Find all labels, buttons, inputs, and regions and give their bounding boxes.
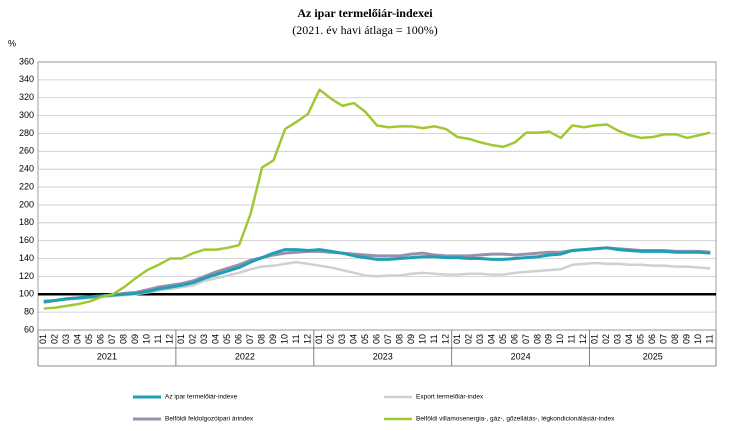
x-group-label: 2023	[373, 351, 393, 361]
series-line	[43, 246, 711, 303]
x-tick-label: 07	[107, 334, 117, 344]
x-tick-label: 06	[233, 334, 243, 344]
x-tick-label: 06	[647, 334, 657, 344]
x-tick-label: 11	[705, 334, 715, 343]
x-group-label: 2021	[97, 351, 117, 361]
y-tick-label: 140	[19, 253, 34, 263]
x-tick-label: 08	[256, 334, 266, 344]
x-tick-label: 03	[337, 334, 347, 344]
x-tick-label: 08	[670, 334, 680, 344]
x-tick-label: 11	[153, 334, 163, 343]
x-tick-label: 11	[429, 334, 439, 343]
x-tick-label: 08	[394, 334, 404, 344]
y-tick-label: 220	[19, 181, 34, 191]
x-tick-label: 07	[383, 334, 393, 344]
y-unit: %	[8, 38, 16, 48]
x-tick-label: 02	[188, 334, 198, 344]
x-group-label: 2024	[511, 351, 531, 361]
x-tick-label: 01	[590, 334, 600, 344]
x-tick-label: 02	[325, 334, 335, 344]
x-tick-label: 09	[130, 334, 140, 344]
x-tick-label: 10	[693, 334, 703, 344]
x-tick-label: 05	[360, 334, 370, 344]
y-tick-label: 300	[19, 110, 34, 120]
y-tick-label: 100	[19, 289, 34, 299]
y-tick-label: 120	[19, 271, 34, 281]
x-tick-label: 09	[268, 334, 278, 344]
x-tick-label: 04	[210, 334, 220, 344]
y-tick-label: 60	[24, 324, 34, 334]
x-tick-label: 09	[682, 334, 692, 344]
y-tick-label: 360	[19, 56, 34, 66]
x-tick-label: 05	[636, 334, 646, 344]
x-tick-label: 12	[302, 334, 312, 344]
x-tick-label: 06	[96, 334, 106, 344]
y-tick-label: 340	[19, 74, 34, 84]
series-line	[43, 88, 711, 310]
x-tick-label: 08	[532, 334, 542, 344]
x-tick-label: 02	[463, 334, 473, 344]
x-tick-label: 11	[567, 334, 577, 343]
legend-label: Az ipar termelőiár-indexe	[165, 394, 238, 401]
legend-label: Belföldi feldolgozóipari árindex	[165, 416, 254, 423]
x-tick-label: 01	[176, 334, 186, 344]
x-tick-label: 12	[578, 334, 588, 344]
x-tick-label: 07	[659, 334, 669, 344]
x-tick-label: 02	[50, 334, 60, 344]
y-tick-label: 200	[19, 199, 34, 209]
y-tick-label: 280	[19, 128, 34, 138]
x-tick-label: 10	[142, 334, 152, 344]
x-tick-label: 09	[406, 334, 416, 344]
chart-title: Az ipar termelőiár-indexei	[297, 6, 433, 20]
x-tick-label: 02	[601, 334, 611, 344]
x-tick-label: 01	[314, 334, 324, 344]
x-tick-label: 03	[199, 334, 209, 344]
x-tick-label: 11	[291, 334, 301, 343]
x-tick-label: 10	[555, 334, 565, 344]
x-tick-label: 09	[544, 334, 554, 344]
x-tick-label: 12	[165, 334, 175, 344]
x-tick-label: 04	[73, 334, 83, 344]
x-tick-label: 04	[486, 334, 496, 344]
y-tick-label: 160	[19, 235, 34, 245]
x-tick-label: 04	[624, 334, 634, 344]
x-tick-label: 03	[61, 334, 71, 344]
x-tick-label: 10	[417, 334, 427, 344]
x-tick-label: 07	[521, 334, 531, 344]
y-tick-label: 180	[19, 217, 34, 227]
y-tick-label: 260	[19, 146, 34, 156]
x-tick-label: 07	[245, 334, 255, 344]
plot-border	[37, 61, 717, 331]
legend-label: Belföldi villamosenergia-, gáz-, gőzellá…	[416, 416, 615, 423]
x-tick-label: 01	[452, 334, 462, 344]
y-tick-label: 320	[19, 92, 34, 102]
x-tick-label: 10	[279, 334, 289, 344]
x-tick-label: 04	[348, 334, 358, 344]
x-group-label: 2022	[235, 351, 255, 361]
x-tick-label: 05	[498, 334, 508, 344]
x-tick-label: 03	[475, 334, 485, 344]
y-tick-label: 80	[24, 307, 34, 317]
x-tick-label: 12	[440, 334, 450, 344]
x-tick-label: 08	[119, 334, 129, 344]
x-group-label: 2025	[643, 351, 663, 361]
chart-subtitle: (2021. év havi átlaga = 100%)	[292, 23, 437, 37]
x-tick-label: 05	[222, 334, 232, 344]
x-tick-label: 03	[613, 334, 623, 344]
y-tick-label: 240	[19, 164, 34, 174]
x-tick-label: 01	[38, 334, 48, 344]
x-tick-label: 06	[371, 334, 381, 344]
x-tick-label: 05	[84, 334, 94, 344]
legend-label: Export termelőiár-index	[416, 394, 484, 401]
x-tick-label: 06	[509, 334, 519, 344]
